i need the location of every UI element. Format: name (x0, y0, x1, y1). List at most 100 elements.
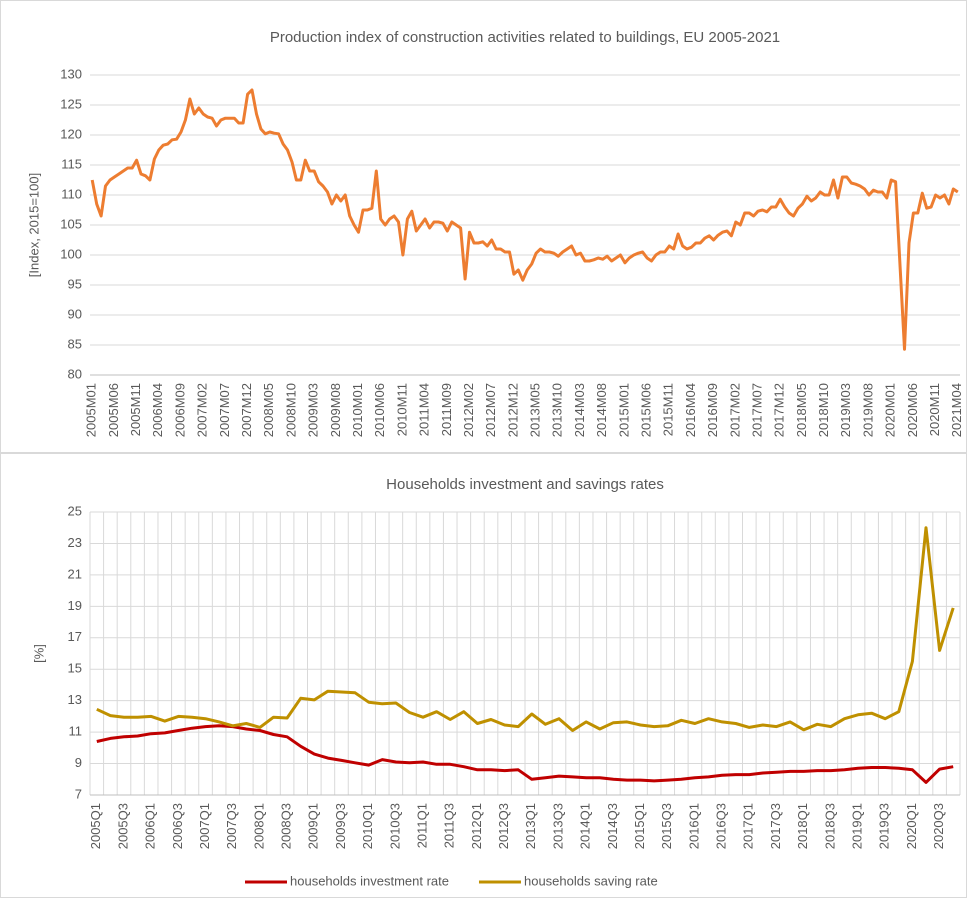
legend-label: households investment rate (290, 873, 449, 888)
x-tick-label: 2016Q3 (714, 803, 729, 849)
x-tick-label: 2017M12 (772, 383, 787, 437)
x-tick-label: 2013Q1 (523, 803, 538, 849)
x-tick-label: 2005Q1 (88, 803, 103, 849)
x-tick-label: 2006M04 (150, 383, 165, 437)
x-tick-label: 2008Q1 (251, 803, 266, 849)
x-tick-label: 2012M07 (483, 383, 498, 437)
y-tick-label: 100 (60, 246, 82, 261)
x-tick-label: 2008M05 (261, 383, 276, 437)
x-tick-label: 2017M07 (749, 383, 764, 437)
x-tick-label: 2005Q3 (115, 803, 130, 849)
x-tick-label: 2020Q1 (904, 803, 919, 849)
x-tick-label: 2020M11 (927, 383, 942, 436)
x-tick-label: 2017M02 (727, 383, 742, 437)
x-tick-label: 2015M01 (616, 383, 631, 437)
data-line (90, 88, 959, 351)
x-tick-label: 2017Q1 (741, 803, 756, 849)
y-tick-label: 125 (60, 96, 82, 111)
chart-title: Households investment and savings rates (386, 476, 664, 493)
x-tick-label: 2019Q1 (849, 803, 864, 849)
x-tick-label: 2016M09 (705, 383, 720, 437)
chart-frame (0, 0, 967, 453)
x-tick-label: 2018M05 (794, 383, 809, 437)
x-tick-label: 2007M12 (239, 383, 254, 437)
x-tick-label: 2013Q3 (550, 803, 565, 849)
y-tick-label: 13 (68, 692, 82, 707)
x-tick-label: 2009Q1 (306, 803, 321, 849)
legend-label: households saving rate (524, 873, 658, 888)
x-tick-label: 2016M04 (683, 383, 698, 437)
x-tick-label: 2017Q3 (768, 803, 783, 849)
x-tick-label: 2010Q3 (387, 803, 402, 849)
data-line (96, 724, 954, 784)
y-axis-label: [Index, 2015=100] (26, 173, 41, 277)
x-tick-label: 2020M06 (905, 383, 920, 437)
chart-frame (0, 453, 967, 898)
y-tick-label: 9 (75, 755, 82, 770)
x-tick-label: 2014M08 (594, 383, 609, 437)
x-tick-label: 2006Q3 (170, 803, 185, 849)
y-tick-label: 90 (68, 306, 82, 321)
x-tick-label: 2015M06 (639, 383, 654, 437)
x-tick-label: 2011M04 (417, 383, 432, 436)
x-tick-label: 2015Q1 (632, 803, 647, 849)
y-tick-label: 19 (68, 598, 82, 613)
x-tick-label: 2006Q1 (143, 803, 158, 849)
x-tick-label: 2005M01 (84, 383, 99, 437)
x-tick-label: 2010M11 (394, 383, 409, 436)
y-tick-label: 85 (68, 336, 82, 351)
x-tick-label: 2015M11 (661, 383, 676, 436)
x-tick-label: 2007M07 (217, 383, 232, 437)
y-tick-label: 17 (68, 629, 82, 644)
x-tick-label: 2011Q1 (414, 803, 429, 848)
x-tick-label: 2018Q1 (795, 803, 810, 849)
x-tick-label: 2019M03 (838, 383, 853, 437)
x-tick-label: 2012Q3 (496, 803, 511, 849)
x-tick-label: 2012M12 (505, 383, 520, 437)
x-tick-label: 2006M09 (172, 383, 187, 437)
x-tick-label: 2014Q3 (605, 803, 620, 849)
x-tick-label: 2007Q3 (224, 803, 239, 849)
y-tick-label: 115 (61, 156, 82, 171)
y-axis-label: [%] (31, 644, 46, 663)
y-tick-label: 15 (68, 661, 82, 676)
x-tick-label: 2018Q3 (822, 803, 837, 849)
x-tick-label: 2020M01 (883, 383, 898, 437)
x-tick-label: 2019M08 (860, 383, 875, 437)
x-tick-label: 2015Q3 (659, 803, 674, 849)
y-tick-label: 80 (68, 366, 82, 381)
y-tick-label: 130 (60, 66, 82, 81)
x-tick-label: 2014M03 (572, 383, 587, 437)
x-tick-label: 2007M02 (195, 383, 210, 437)
x-tick-label: 2007Q1 (197, 803, 212, 849)
x-tick-label: 2011M09 (439, 383, 454, 436)
x-tick-label: 2018M10 (816, 383, 831, 437)
y-tick-label: 120 (60, 126, 82, 141)
x-tick-label: 2013M05 (528, 383, 543, 437)
y-tick-label: 7 (75, 786, 82, 801)
x-tick-label: 2013M10 (550, 383, 565, 437)
chart-title: Production index of construction activit… (270, 29, 780, 46)
x-tick-label: 2008Q3 (279, 803, 294, 849)
x-tick-label: 2014Q1 (578, 803, 593, 849)
x-tick-label: 2010M01 (350, 383, 365, 437)
y-tick-label: 11 (69, 724, 83, 739)
x-tick-label: 2005M11 (128, 383, 143, 436)
x-tick-label: 2009M03 (306, 383, 321, 437)
x-tick-label: 2010M06 (372, 383, 387, 437)
x-tick-label: 2011Q3 (442, 803, 457, 848)
x-tick-label: 2010Q1 (360, 803, 375, 849)
y-tick-label: 25 (68, 503, 82, 518)
x-tick-label: 2021M04 (949, 383, 964, 437)
y-tick-label: 23 (68, 535, 82, 550)
x-tick-label: 2005M06 (106, 383, 121, 437)
x-tick-label: 2009Q3 (333, 803, 348, 849)
x-tick-label: 2020Q3 (931, 803, 946, 849)
x-tick-label: 2016Q1 (686, 803, 701, 849)
x-tick-label: 2008M10 (283, 383, 298, 437)
y-tick-label: 95 (68, 276, 82, 291)
x-tick-label: 2012M02 (461, 383, 476, 437)
y-tick-label: 105 (60, 216, 82, 231)
y-tick-label: 21 (68, 566, 82, 581)
